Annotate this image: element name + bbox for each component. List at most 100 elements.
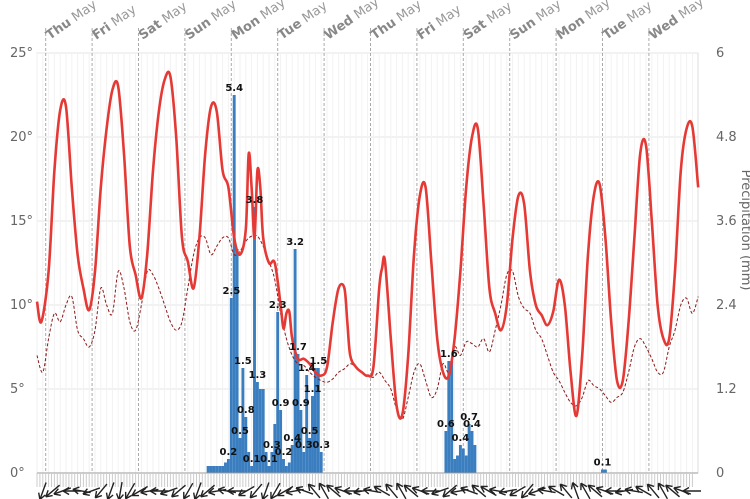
wind-arrow [334,485,352,495]
precipitation-value-label: 5.4 [225,83,243,94]
wind-arrow-shaft [326,484,341,498]
wind-arrow-shaft [537,488,556,494]
precipitation-bar [224,462,227,473]
precipitation-bar [458,445,462,473]
wind-arrow [682,486,701,496]
wind-arrow-shaft [94,483,108,499]
wind-arrow-head [171,490,179,498]
wind-arrow [570,482,580,499]
precipitation-bar [232,95,236,473]
precipitation-value-label: 3.2 [286,237,304,248]
wind-arrow [307,483,321,499]
wind-arrow-shaft [471,484,487,498]
precipitation-tick-label: 1.2 [716,382,737,397]
temperature-tick-label: 10° [10,298,33,313]
wind-arrow-shaft [635,485,652,497]
wind-arrow-head [270,491,278,499]
precipitation-value-label: 1.4 [298,363,316,374]
precipitation-bar [444,431,448,473]
wind-arrow-head [140,487,148,496]
wind-arrow-shaft [140,488,159,494]
wind-arrow-head [509,489,517,497]
precipitation-bar [267,466,271,473]
precipitation-bar [316,368,320,473]
precipitation-bar [244,417,248,473]
day-label: Thu May [43,0,100,43]
precipitation-value-label: 0.4 [283,433,301,444]
precipitation-value-label: 0.2 [220,447,238,458]
wind-arrow-shaft [249,483,263,499]
wind-arrow [442,484,458,498]
wind-arrow-head [624,486,632,495]
wind-arrow [509,485,526,497]
wind-arrow-shaft [665,484,680,498]
precipitation-bar [470,431,474,473]
precipitation-bar [319,452,323,473]
precipitation-value-label: 0.3 [295,440,313,451]
wind-arrow [124,482,136,499]
precipitation-value-label: 0.9 [292,398,310,409]
precipitation-value-label: 0.4 [463,419,481,430]
wind-arrow-head [124,491,133,499]
wind-arrow [53,487,72,497]
wind-arrow-shaft [442,484,458,498]
wind-arrow [635,485,652,497]
wind-arrow [149,486,169,496]
wind-arrow-head [353,487,361,496]
precipitation-value-label: 2.5 [222,286,240,297]
wind-arrow [238,485,255,497]
wind-arrow-shaft [45,484,61,498]
precipitation-value-label: 0.1 [260,454,278,465]
precipitation-labels: 5.40.22.50.51.50.80.13.81.30.10.32.30.90… [220,83,612,469]
wind-arrow-head [646,483,655,492]
wind-arrow-shaft [572,482,580,499]
wind-arrow [537,486,556,495]
wind-arrow-head [442,490,450,498]
precipitation-bar [282,459,285,473]
wind-arrow [140,487,159,496]
precipitation-value-label: 0.3 [312,440,330,451]
precipitation-value-label: 0.4 [452,433,470,444]
precipitation-bar [313,368,317,473]
precipitation-bar [270,452,274,473]
precipitation-bar [250,466,254,473]
precipitation-bar [299,410,303,473]
wind-arrow-shaft [183,482,194,499]
wind-arrow-shaft [559,483,573,499]
wind-arrow-head [62,486,70,496]
day-label: Sat May [136,0,190,43]
precipitation-value-label: 0.1 [243,454,261,465]
wind-arrow [665,484,680,498]
wind-arrow [45,484,61,498]
wind-arrow-head [131,489,140,497]
precipitation-bar [603,469,607,473]
wind-arrow-shaft [39,482,47,499]
precipitation-bar [212,466,216,473]
wind-arrow-shaft [580,482,591,499]
wind-arrow-head [488,486,497,495]
wind-arrow-shaft [521,483,534,499]
wind-arrow-head [45,490,53,498]
wind-arrow-head [159,488,168,497]
wind-arrow-head [183,491,191,499]
precipitation-bar [293,249,297,473]
precipitation-bar [453,459,457,473]
wind-arrow [624,486,643,495]
precipitation-bar [229,298,233,473]
wind-arrow-shaft [363,488,382,494]
temperature-axis: 0° 5° 10° 15° 20° 25° [10,46,33,481]
wind-arrow [363,486,382,495]
precipitation-bar [226,459,230,473]
wind-arrow [403,484,419,498]
wind-arrow [646,483,660,499]
precipitation-value-label: 0.8 [237,405,255,416]
day-label: Wed May [647,0,707,43]
precipitation-tick-label: 2.4 [716,298,737,313]
day-label: Sun May [507,0,564,43]
precipitation-value-label: 0.9 [272,398,290,409]
wind-arrow-head [431,488,439,497]
wind-arrow-head [238,489,246,497]
wind-arrow-head [595,485,604,494]
